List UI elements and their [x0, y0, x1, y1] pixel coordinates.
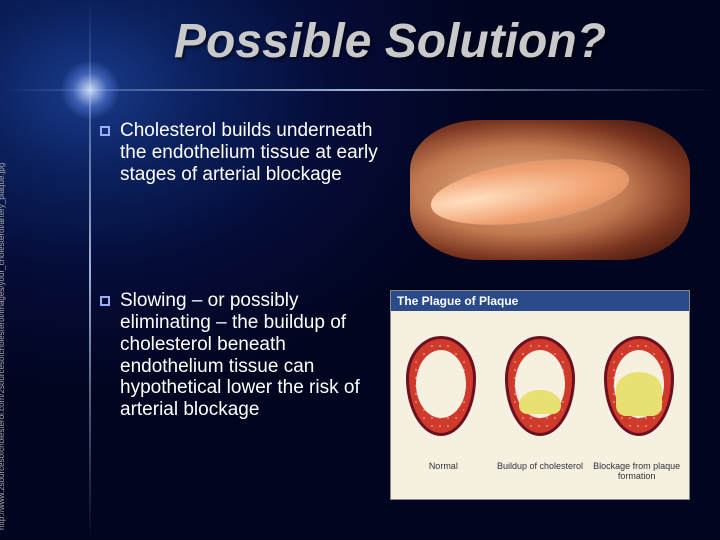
- artery-blockage: [604, 336, 674, 436]
- paragraph-1: Cholesterol builds underneath the endoth…: [120, 120, 380, 186]
- paragraph-2: Slowing – or possibly eliminating – the …: [120, 290, 380, 421]
- figure-row: [391, 311, 689, 461]
- slide-title: Possible Solution?: [80, 14, 700, 69]
- paragraph-2-text: Slowing – or possibly eliminating – the …: [120, 290, 360, 420]
- figure-labels: Normal Buildup of cholesterol Blockage f…: [391, 461, 689, 485]
- image-citation: http://www.2sourcesofcholesterol.com/2so…: [0, 163, 6, 530]
- bullet-icon: [100, 126, 110, 136]
- paragraph-1-text: Cholesterol builds underneath the endoth…: [120, 120, 378, 185]
- plaque-stages-figure: The Plague of Plaque Normal Buildup of c…: [390, 290, 690, 500]
- artery-cutaway-image: [410, 120, 690, 260]
- label-blockage: Blockage from plaque formation: [592, 461, 682, 481]
- bullet-icon: [100, 296, 110, 306]
- label-normal: Normal: [398, 461, 488, 481]
- artery-normal: [406, 336, 476, 436]
- label-buildup: Buildup of cholesterol: [495, 461, 585, 481]
- lens-flare: [90, 90, 91, 91]
- artery-buildup: [505, 336, 575, 436]
- figure-header: The Plague of Plaque: [391, 291, 689, 311]
